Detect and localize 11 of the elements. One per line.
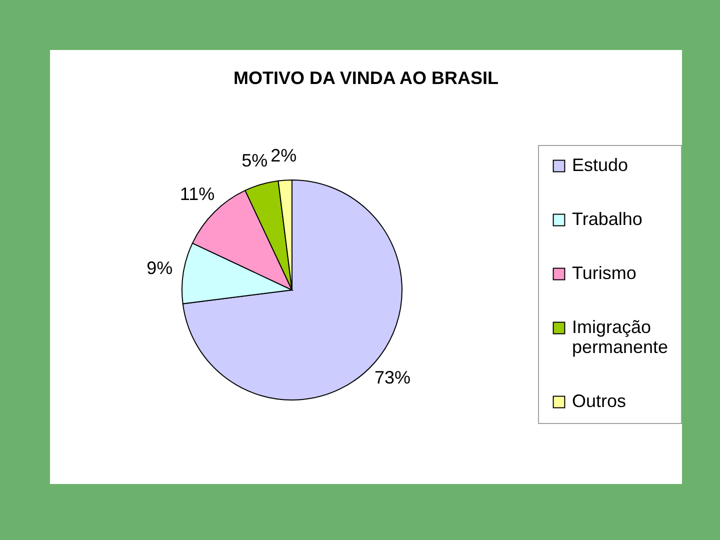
legend-label: Estudo <box>572 155 628 175</box>
chart-title: MOTIVO DA VINDA AO BRASIL <box>234 68 499 88</box>
data-label: 73% <box>374 368 411 388</box>
data-label: 5% <box>242 150 268 170</box>
data-label: 9% <box>146 258 173 278</box>
data-label: 2% <box>270 145 297 166</box>
legend-label: Outros <box>572 391 626 411</box>
legend-label: Imigração permanente <box>572 317 668 357</box>
data-label: 11% <box>180 184 215 204</box>
legend-label: Turismo <box>572 263 636 283</box>
legend-label: Trabalho <box>572 209 642 229</box>
